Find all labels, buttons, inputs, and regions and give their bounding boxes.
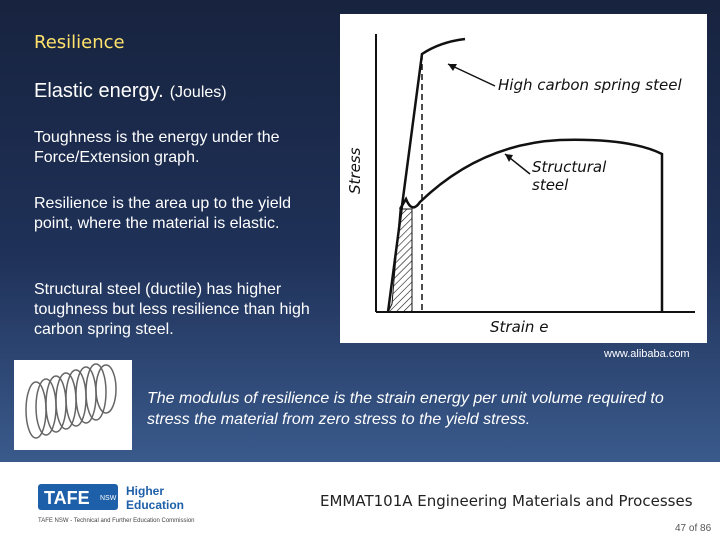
slide-title: Resilience xyxy=(34,32,125,53)
logo: TAFE NSW Higher Education xyxy=(38,484,184,512)
paragraph: Resilience is the area up to the yield p… xyxy=(34,195,292,232)
caption: The modulus of resilience is the strain … xyxy=(147,390,664,428)
logo-text: Higher xyxy=(126,484,164,498)
stress-strain-figure: High carbon spring steel Structural stee… xyxy=(340,14,707,343)
logo-text: Education xyxy=(126,498,184,512)
logo-text: TAFE xyxy=(44,488,90,508)
paragraph: Toughness is the energy under the Force/… xyxy=(34,129,280,166)
y-axis-label: Stress xyxy=(346,147,364,194)
arrow-head xyxy=(505,154,513,162)
spring-image xyxy=(14,360,132,450)
page-number: 47 of 86 xyxy=(675,523,712,534)
label: High carbon spring steel xyxy=(498,76,682,94)
label: Structural xyxy=(532,158,607,176)
structural-steel-curve xyxy=(398,138,664,312)
organisation: TAFE NSW - Technical and Further Educati… xyxy=(38,518,195,524)
paragraph: Structural steel (ductile) has higher to… xyxy=(34,281,310,338)
x-axis-label: Strain e xyxy=(490,318,548,336)
arrow-head xyxy=(448,64,457,71)
subtitle-text: Elastic energy. xyxy=(34,80,164,102)
unit: (Joules) xyxy=(169,84,227,101)
subtitle: Elastic energy. (Joules) xyxy=(34,80,227,103)
image-credit: www.alibaba.com xyxy=(604,348,690,360)
label: steel xyxy=(532,176,569,194)
logo-text: NSW xyxy=(100,495,117,502)
arrow xyxy=(447,63,496,87)
course-name: EMMAT101A Engineering Materials and Proc… xyxy=(320,492,693,510)
spring-steel-curve xyxy=(386,37,466,313)
